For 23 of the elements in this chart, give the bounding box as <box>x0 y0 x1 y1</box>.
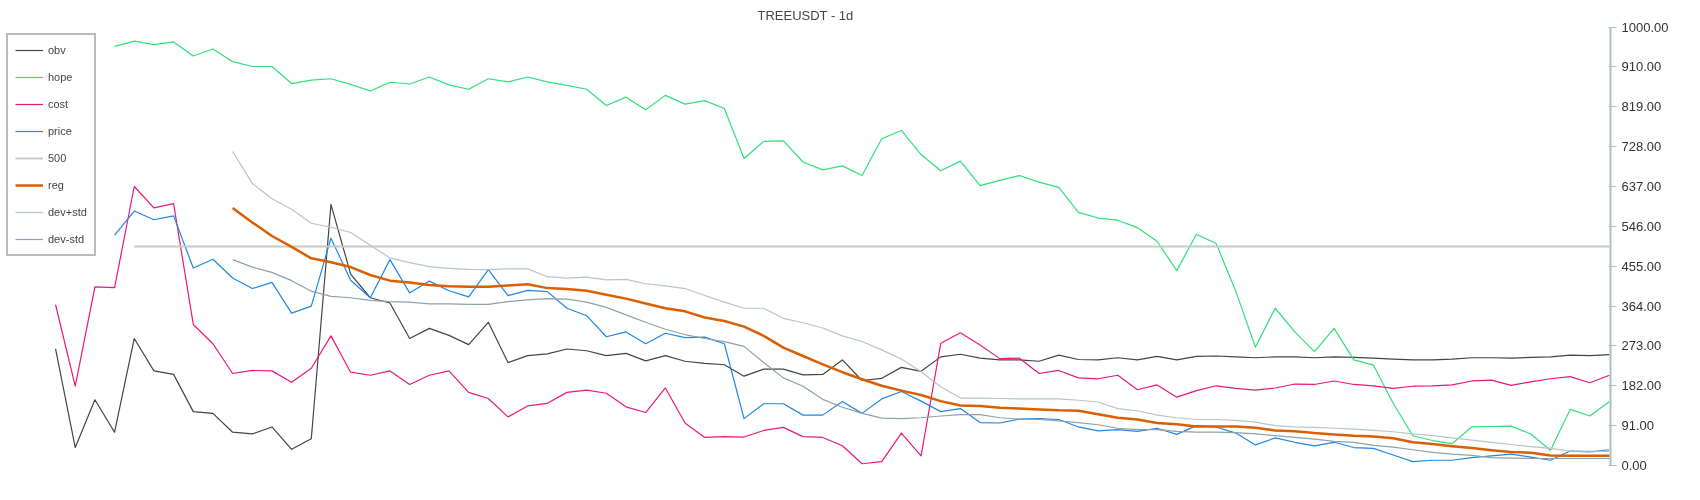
y-tick-label: 819.00 <box>1621 99 1662 115</box>
y-tick-label: 728.00 <box>1621 139 1662 155</box>
y-tick-label: 455.00 <box>1621 258 1662 274</box>
y-tick-label: 182.00 <box>1621 378 1662 394</box>
legend-label: obv <box>48 43 67 58</box>
legend-label: hope <box>48 70 73 85</box>
line-series <box>113 40 1611 451</box>
y-tick-label: 364.00 <box>1621 298 1662 314</box>
legend-label: cost <box>48 97 69 112</box>
y-tick-label: 0.00 <box>1621 458 1647 473</box>
y-tick-label: 273.00 <box>1621 338 1662 354</box>
line-series <box>232 259 1611 460</box>
y-tick-label: 910.00 <box>1621 59 1662 75</box>
legend-label: 500 <box>48 151 68 166</box>
legend-label: dev+std <box>48 205 87 220</box>
y-tick-label: 546.00 <box>1621 218 1662 234</box>
y-tick-label: 1000.00 <box>1621 20 1669 35</box>
y-tick-label: 91.00 <box>1621 418 1655 434</box>
legend-label: reg <box>48 178 65 193</box>
legend-label: dev-std <box>48 232 85 247</box>
chart-title: TREEUSDT - 1d <box>757 7 854 23</box>
y-tick-label: 637.00 <box>1621 178 1662 194</box>
legend-label: price <box>48 124 72 139</box>
